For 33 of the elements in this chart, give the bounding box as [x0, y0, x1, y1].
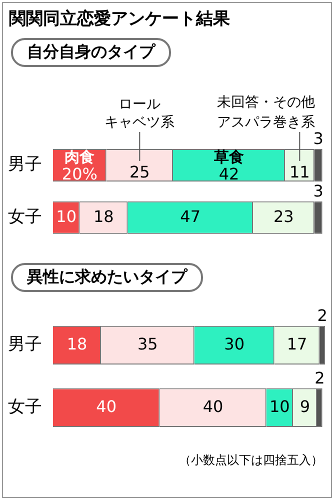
series-label: ロールキャベツ系 — [104, 96, 175, 131]
data-label: 10 — [56, 206, 77, 226]
data-label: 9 — [300, 396, 310, 416]
data-label: 2 — [314, 368, 325, 388]
data-label: 23 — [273, 206, 294, 226]
y-tick-label: 女子 — [8, 397, 42, 418]
data-label: 47 — [180, 206, 201, 226]
data-label: 18 — [93, 206, 114, 226]
text: （小数点以下は四捨五入） — [178, 452, 324, 469]
data-label: 40 — [96, 396, 117, 416]
series-label: 肉食 — [64, 148, 95, 166]
series-label: 草食 — [213, 148, 244, 166]
data-label: 30 — [224, 334, 245, 354]
y-tick-label: 男子 — [8, 154, 42, 175]
data-label: 35 — [137, 334, 158, 354]
y-tick-label: 男子 — [8, 334, 42, 355]
data-label: 17 — [286, 334, 308, 354]
data-label: 20% — [62, 164, 98, 184]
data-label: 18 — [66, 334, 88, 354]
chart-subtitle: 自分自身のタイプ — [11, 38, 171, 67]
y-tick-label: 女子 — [8, 207, 42, 228]
chart-subtitle: 異性に求めたいタイプ — [11, 263, 203, 292]
data-label: 10 — [269, 396, 290, 416]
data-label: 2 — [317, 306, 328, 326]
data-label: 3 — [313, 182, 324, 201]
data-label: 40 — [202, 396, 224, 416]
data-label: 11 — [289, 162, 310, 182]
text: 未回答・その他 — [217, 94, 315, 111]
series-label: アスパラ巻き系 — [217, 114, 315, 131]
data-label: 42 — [218, 164, 240, 184]
data-label: 25 — [129, 162, 150, 182]
chart-title: 関関同立恋愛アンケート結果 — [8, 8, 231, 31]
data-label: 3 — [313, 129, 324, 148]
